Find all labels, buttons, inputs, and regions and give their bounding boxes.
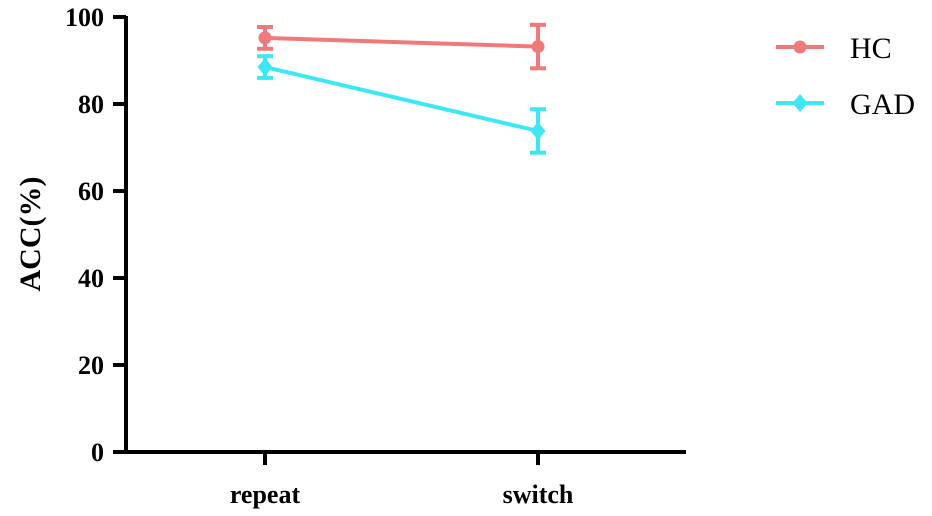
legend-marker-hc — [793, 40, 807, 54]
legend: HC GAD — [776, 32, 915, 121]
legend-marker-gad — [792, 94, 808, 112]
y-tick-label: 60 — [78, 177, 104, 206]
legend-label-hc: HC — [850, 32, 892, 65]
series-line-gad — [264, 65, 539, 133]
legend-label-gad: GAD — [850, 88, 915, 121]
axes — [124, 16, 686, 454]
y-tick-label: 40 — [78, 264, 104, 293]
x-tick-label-repeat: repeat — [230, 480, 301, 509]
x-ticks: repeat switch — [230, 452, 574, 509]
y-tick-label: 0 — [91, 438, 104, 467]
data-point-hc — [531, 40, 545, 54]
y-ticks: 0 20 40 60 80 100 — [65, 3, 126, 467]
y-tick-label: 80 — [78, 90, 104, 119]
legend-item-hc: HC — [776, 32, 892, 65]
data-point-gad — [257, 58, 273, 77]
legend-item-gad: GAD — [776, 88, 915, 121]
series-hc — [257, 22, 546, 71]
y-axis-title: ACC(%) — [14, 177, 47, 292]
series-gad — [257, 54, 546, 155]
data-point-gad — [530, 121, 546, 140]
x-tick-label-switch: switch — [503, 480, 574, 509]
y-tick-label: 20 — [78, 351, 104, 380]
series-group — [257, 22, 546, 155]
y-tick-label: 100 — [65, 3, 104, 32]
data-point-hc — [258, 31, 272, 45]
series-line-hc — [264, 35, 539, 49]
